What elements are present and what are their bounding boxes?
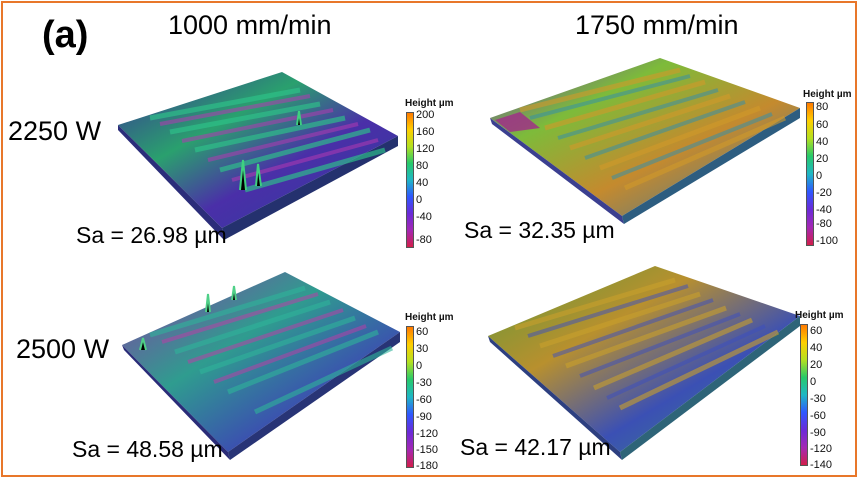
colorbar-tick: 200 — [416, 109, 435, 121]
colorbar-tick: 0 — [416, 194, 423, 206]
column-label-1750: 1750 mm/min — [575, 10, 739, 40]
colorbar-tick: -40 — [816, 204, 832, 216]
colorbar-tick: 0 — [810, 376, 817, 388]
colorbar-tick: -80 — [416, 234, 432, 246]
colorbar-tick: 20 — [810, 359, 823, 371]
colorbar-tick: 30 — [416, 343, 429, 355]
colorbar-tick: -90 — [810, 427, 826, 439]
colorbar — [406, 326, 414, 468]
colorbar-tick: -180 — [416, 460, 439, 472]
colorbar-tick: -60 — [810, 410, 826, 422]
colorbar-tick: 160 — [416, 126, 435, 138]
panel-tag: (a) — [42, 14, 89, 56]
column-label-1000: 1000 mm/min — [168, 10, 332, 40]
colorbar-tick: 60 — [416, 326, 429, 338]
sa-value: Sa = 42.17 µm — [460, 434, 611, 460]
surface-plot-2250w-1000 — [118, 72, 398, 240]
row-label-2250w: 2250 W — [8, 116, 102, 146]
sa-value: Sa = 48.58 µm — [72, 436, 223, 462]
surface-plot-2500w-1000 — [122, 272, 400, 460]
colorbar-tick: -120 — [416, 428, 439, 440]
colorbar — [800, 324, 808, 466]
colorbar-tick: -40 — [416, 211, 432, 223]
colorbar-tick: 80 — [816, 101, 829, 113]
colorbar-tick: -90 — [416, 411, 432, 423]
colorbar-tick: 60 — [810, 325, 823, 337]
colorbar-tick: 0 — [816, 170, 823, 182]
colorbar-tick: -30 — [416, 377, 432, 389]
colorbar-tick: 60 — [816, 119, 829, 131]
colorbar-tick: 40 — [816, 136, 829, 148]
colorbar-title: Height µm — [405, 98, 454, 109]
colorbar-tick: -20 — [816, 187, 832, 199]
colorbar — [806, 102, 814, 246]
row-label-2500w: 2500 W — [16, 334, 110, 364]
colorbar-tick: -80 — [816, 218, 832, 230]
colorbar-tick: 40 — [416, 177, 429, 189]
colorbar-tick: 80 — [416, 160, 429, 172]
colorbar-title: Height µm — [803, 89, 852, 100]
colorbar-title: Height µm — [405, 312, 454, 323]
colorbar-title: Height µm — [795, 310, 844, 321]
colorbar-tick: -30 — [810, 393, 826, 405]
colorbar-tick: -140 — [810, 459, 833, 471]
colorbar-tick: -150 — [416, 444, 439, 456]
colorbar-tick: 0 — [416, 360, 423, 372]
sa-value: Sa = 26.98 µm — [76, 222, 227, 248]
colorbar-tick: 40 — [810, 342, 823, 354]
sa-value: Sa = 32.35 µm — [464, 217, 615, 243]
colorbar — [406, 112, 414, 248]
colorbar-tick: -120 — [810, 443, 833, 455]
colorbar-tick: 120 — [416, 143, 435, 155]
colorbar-tick: -100 — [816, 235, 839, 247]
surface-plot-2500w-1750 — [488, 266, 800, 460]
colorbar-tick: -60 — [416, 394, 432, 406]
surface-plot-2250w-1750 — [490, 58, 800, 224]
colorbar-tick: 20 — [816, 153, 829, 165]
